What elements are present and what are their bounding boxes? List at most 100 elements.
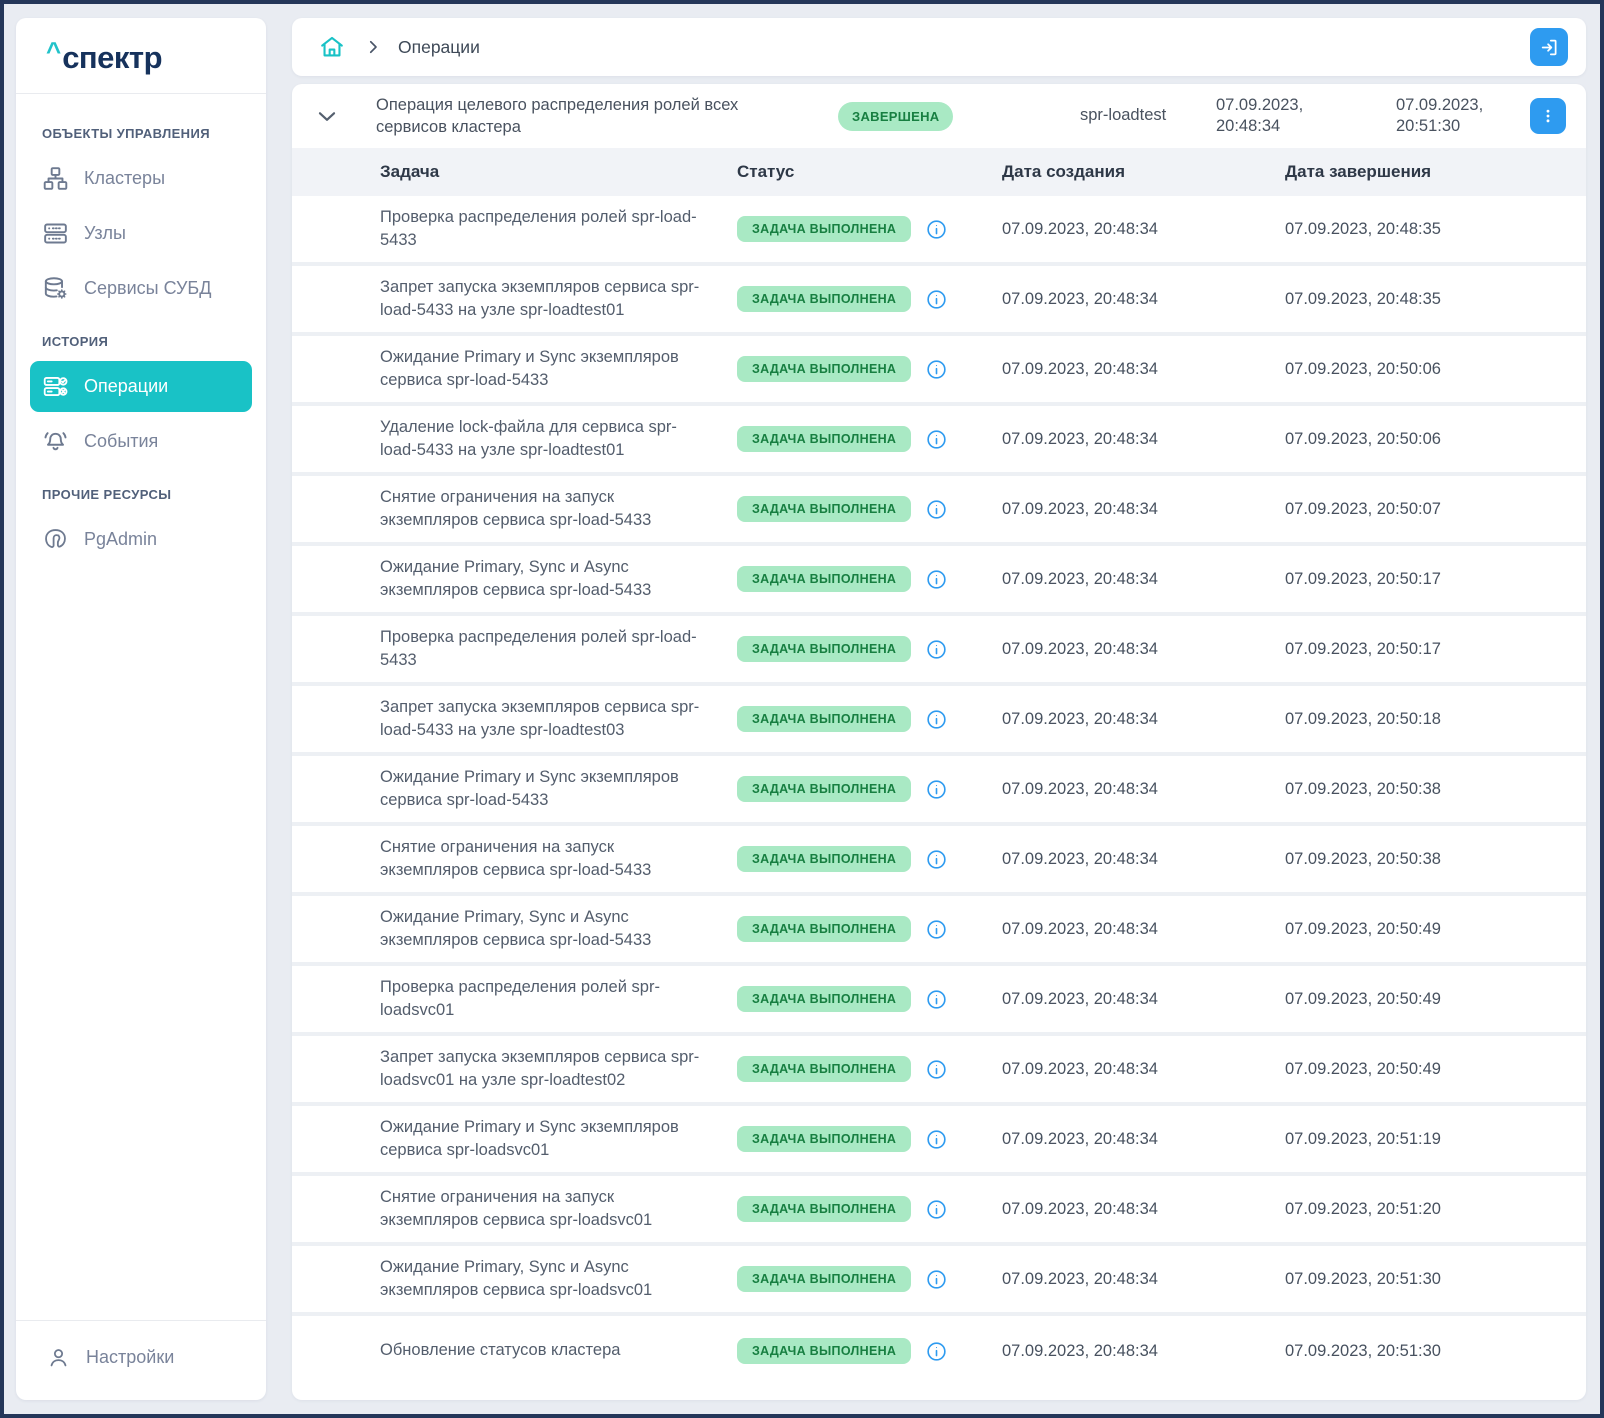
task-created-date: 07.09.2023, 20:48:34 xyxy=(1002,1269,1158,1288)
info-icon[interactable] xyxy=(925,708,948,731)
task-finished-date: 07.09.2023, 20:51:19 xyxy=(1285,1129,1441,1148)
operation-menu-button[interactable] xyxy=(1530,98,1566,134)
column-header-task: Задача xyxy=(380,162,440,181)
operation-status: ЗАВЕРШЕНА xyxy=(838,101,1014,131)
task-status-badge: ЗАДАЧА ВЫПОЛНЕНА xyxy=(737,706,912,732)
task-status-badge: ЗАДАЧА ВЫПОЛНЕНА xyxy=(737,636,912,662)
main-area: Операции Операция целевого xyxy=(292,18,1586,1400)
info-icon[interactable] xyxy=(925,1058,948,1081)
task-finished-date: 07.09.2023, 20:48:35 xyxy=(1285,289,1441,308)
task-name: Запрет запуска экземпляров сервиса spr-l… xyxy=(380,1047,700,1089)
task-created-date: 07.09.2023, 20:48:34 xyxy=(1002,709,1158,728)
task-status-badge: ЗАДАЧА ВЫПОЛНЕНА xyxy=(737,356,912,382)
task-name: Ожидание Primary, Sync и Async экземпляр… xyxy=(380,1257,653,1299)
sidebar-item-label: Операции xyxy=(84,376,169,396)
task-created-date: 07.09.2023, 20:48:34 xyxy=(1002,359,1158,378)
sidebar-item-events[interactable]: События xyxy=(30,416,252,467)
task-table-body: Проверка распределения ролей spr-load-54… xyxy=(292,196,1586,1400)
table-row: Обновление статусов кластера ЗАДАЧА ВЫПО… xyxy=(292,1316,1586,1386)
sidebar-item-label: Настройки xyxy=(86,1347,175,1367)
info-icon[interactable] xyxy=(925,218,948,241)
task-name: Снятие ограничения на запуск экземпляров… xyxy=(380,837,652,879)
task-status-cell: ЗАДАЧА ВЫПОЛНЕНА xyxy=(737,286,1002,312)
info-icon[interactable] xyxy=(925,638,948,661)
task-status-cell: ЗАДАЧА ВЫПОЛНЕНА xyxy=(737,496,1002,522)
task-created-date: 07.09.2023, 20:48:34 xyxy=(1002,219,1158,238)
task-finished-date: 07.09.2023, 20:50:18 xyxy=(1285,709,1441,728)
sidebar-item-label: PgAdmin xyxy=(84,529,158,549)
task-finished-date: 07.09.2023, 20:50:38 xyxy=(1285,849,1441,868)
operation-summary-row: Операция целевого распределения ролей вс… xyxy=(292,84,1586,148)
task-status-cell: ЗАДАЧА ВЫПОЛНЕНА xyxy=(737,356,1002,382)
task-name: Ожидание Primary и Sync экземпляров серв… xyxy=(380,347,679,389)
task-created-date: 07.09.2023, 20:48:34 xyxy=(1002,779,1158,798)
chevron-down-icon[interactable] xyxy=(314,103,340,129)
clusters-icon xyxy=(42,165,69,192)
home-icon[interactable] xyxy=(318,33,346,61)
sidebar: ^ спектр ОБЪЕКТЫ УПРАВЛЕНИЯ Класт xyxy=(16,18,266,1400)
info-icon[interactable] xyxy=(925,918,948,941)
task-finished-date: 07.09.2023, 20:51:30 xyxy=(1285,1269,1441,1288)
sidebar-item-operations[interactable]: Операции xyxy=(30,361,252,412)
info-icon[interactable] xyxy=(925,778,948,801)
database-gear-icon xyxy=(42,275,69,302)
task-name: Проверка распределения ролей spr-load-54… xyxy=(380,627,697,669)
task-name: Обновление статусов кластера xyxy=(380,1341,621,1360)
task-status-cell: ЗАДАЧА ВЫПОЛНЕНА xyxy=(737,1056,1002,1082)
sidebar-item-pgadmin[interactable]: PgAdmin xyxy=(30,514,252,565)
task-status-cell: ЗАДАЧА ВЫПОЛНЕНА xyxy=(737,216,1002,242)
info-icon[interactable] xyxy=(925,568,948,591)
task-name: Проверка распределения ролей spr-loadsvc… xyxy=(380,977,660,1019)
task-status-cell: ЗАДАЧА ВЫПОЛНЕНА xyxy=(737,426,1002,452)
task-created-date: 07.09.2023, 20:48:34 xyxy=(1002,429,1158,448)
task-status-badge: ЗАДАЧА ВЫПОЛНЕНА xyxy=(737,1196,912,1222)
info-icon[interactable] xyxy=(925,1198,948,1221)
info-icon[interactable] xyxy=(925,1268,948,1291)
bell-icon xyxy=(42,428,69,455)
column-header-status: Статус xyxy=(737,162,795,181)
task-name: Запрет запуска экземпляров сервиса spr-l… xyxy=(380,277,700,319)
task-created-date: 07.09.2023, 20:48:34 xyxy=(1002,499,1158,518)
nav-section-title: ИСТОРИЯ xyxy=(42,334,109,349)
sidebar-item-settings[interactable]: Настройки xyxy=(16,1320,266,1400)
task-name: Запрет запуска экземпляров сервиса spr-l… xyxy=(380,697,700,739)
logout-button[interactable] xyxy=(1530,28,1568,66)
info-icon[interactable] xyxy=(925,1340,948,1363)
task-status-badge: ЗАДАЧА ВЫПОЛНЕНА xyxy=(737,566,912,592)
task-status-badge: ЗАДАЧА ВЫПОЛНЕНА xyxy=(737,1126,912,1152)
task-status-badge: ЗАДАЧА ВЫПОЛНЕНА xyxy=(737,286,912,312)
info-icon[interactable] xyxy=(925,498,948,521)
info-icon[interactable] xyxy=(925,358,948,381)
table-row: Проверка распределения ролей spr-loadsvc… xyxy=(292,966,1586,1036)
info-icon[interactable] xyxy=(925,848,948,871)
nav-section-history: ИСТОРИЯ Операции xyxy=(30,328,252,467)
operation-finished-date: 07.09.2023, 20:51:30 xyxy=(1396,95,1484,135)
sidebar-item-nodes[interactable]: Узлы xyxy=(30,208,252,259)
operations-icon xyxy=(42,373,69,400)
task-name: Удаление lock-файла для сервиса spr-load… xyxy=(380,417,677,459)
table-row: Ожидание Primary и Sync экземпляров серв… xyxy=(292,336,1586,406)
task-created-date: 07.09.2023, 20:48:34 xyxy=(1002,1341,1158,1360)
table-row: Ожидание Primary, Sync и Async экземпляр… xyxy=(292,1246,1586,1316)
pgadmin-elephant-icon xyxy=(42,526,69,553)
info-icon[interactable] xyxy=(925,1128,948,1151)
task-name: Ожидание Primary и Sync экземпляров серв… xyxy=(380,767,679,809)
info-icon[interactable] xyxy=(925,288,948,311)
sidebar-item-db-services[interactable]: Сервисы СУБД xyxy=(30,263,252,314)
sidebar-item-clusters[interactable]: Кластеры xyxy=(30,153,252,204)
sidebar-item-label: События xyxy=(84,431,159,451)
table-row: Запрет запуска экземпляров сервиса spr-l… xyxy=(292,686,1586,756)
task-status-badge: ЗАДАЧА ВЫПОЛНЕНА xyxy=(737,846,912,872)
task-created-date: 07.09.2023, 20:48:34 xyxy=(1002,289,1158,308)
task-table-header: Задача Статус Дата создания Дата заверше… xyxy=(292,148,1586,196)
task-created-date: 07.09.2023, 20:48:34 xyxy=(1002,569,1158,588)
breadcrumb: Операции xyxy=(292,18,1586,76)
app-logo: ^ спектр xyxy=(16,18,266,94)
status-badge: ЗАВЕРШЕНА xyxy=(838,101,954,131)
info-icon[interactable] xyxy=(925,988,948,1011)
task-status-badge: ЗАДАЧА ВЫПОЛНЕНА xyxy=(737,1266,912,1292)
info-icon[interactable] xyxy=(925,428,948,451)
table-row: Ожидание Primary, Sync и Async экземпляр… xyxy=(292,896,1586,966)
task-created-date: 07.09.2023, 20:48:34 xyxy=(1002,919,1158,938)
